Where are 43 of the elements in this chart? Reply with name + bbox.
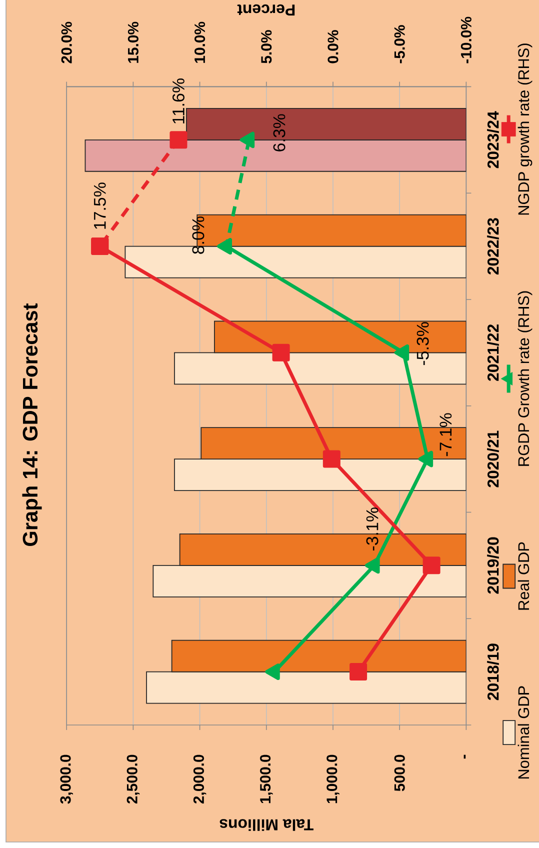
x2-axis-title: Percent [237, 4, 295, 16]
x2-tick-label: -5.0% [394, 25, 405, 64]
x2-tick-label: 5.0% [261, 30, 272, 64]
y-tick-label: 2020/21 [487, 430, 499, 488]
x-tick-label: 3,000.0 [60, 754, 73, 804]
legend-label: NGDP growth rate (RHS) [518, 44, 532, 215]
point [272, 344, 290, 362]
point [322, 450, 340, 468]
y-tick-label: 2022/23 [487, 218, 499, 275]
x2-tick-label: 15.0% [128, 22, 138, 63]
data-label: 8.0% [192, 216, 204, 254]
y-tick-label: 2021/22 [487, 324, 499, 381]
y-tick-label: 2023/24 [487, 111, 499, 168]
x2-tick-label: 0.0% [328, 30, 338, 64]
x-tick-label: 1,500.0 [260, 754, 273, 804]
legend-label: RGDP Growth rate (RHS) [518, 291, 532, 466]
x2-tick-label: -10.0% [460, 16, 472, 64]
data-label: -7.1% [440, 413, 452, 456]
x-tick-label: 1,000.0 [326, 754, 340, 804]
point [170, 131, 188, 149]
y-tick-label: 2019/20 [487, 537, 499, 594]
legend-label: Nominal GDP [518, 686, 530, 779]
x-tick-label: 2,000.0 [193, 754, 206, 804]
data-label: 17.5% [94, 182, 106, 229]
y-tick-label: 2018/19 [487, 644, 499, 700]
data-label: -3.1% [366, 508, 378, 550]
point [394, 344, 410, 361]
point [217, 238, 232, 255]
data-label: 11.6% [172, 78, 184, 124]
x2-tick-label: 20.0% [61, 22, 72, 64]
point [265, 664, 280, 680]
point [418, 450, 434, 468]
point [91, 238, 109, 256]
data-label: 6.3% [273, 114, 286, 152]
x2-tick-label: 10.0% [194, 22, 206, 63]
data-label: -5.3% [416, 322, 429, 366]
x-tick-label: - [464, 754, 466, 759]
text: Graph 14: GDP Forecast [22, 303, 42, 546]
legend-label: Real GDP [518, 542, 530, 610]
x-tick-label: 2,500.0 [126, 754, 140, 804]
point [365, 557, 380, 574]
x-tick-label: 500.0 [394, 754, 405, 792]
x-axis-title: Tala Millions [220, 819, 314, 831]
